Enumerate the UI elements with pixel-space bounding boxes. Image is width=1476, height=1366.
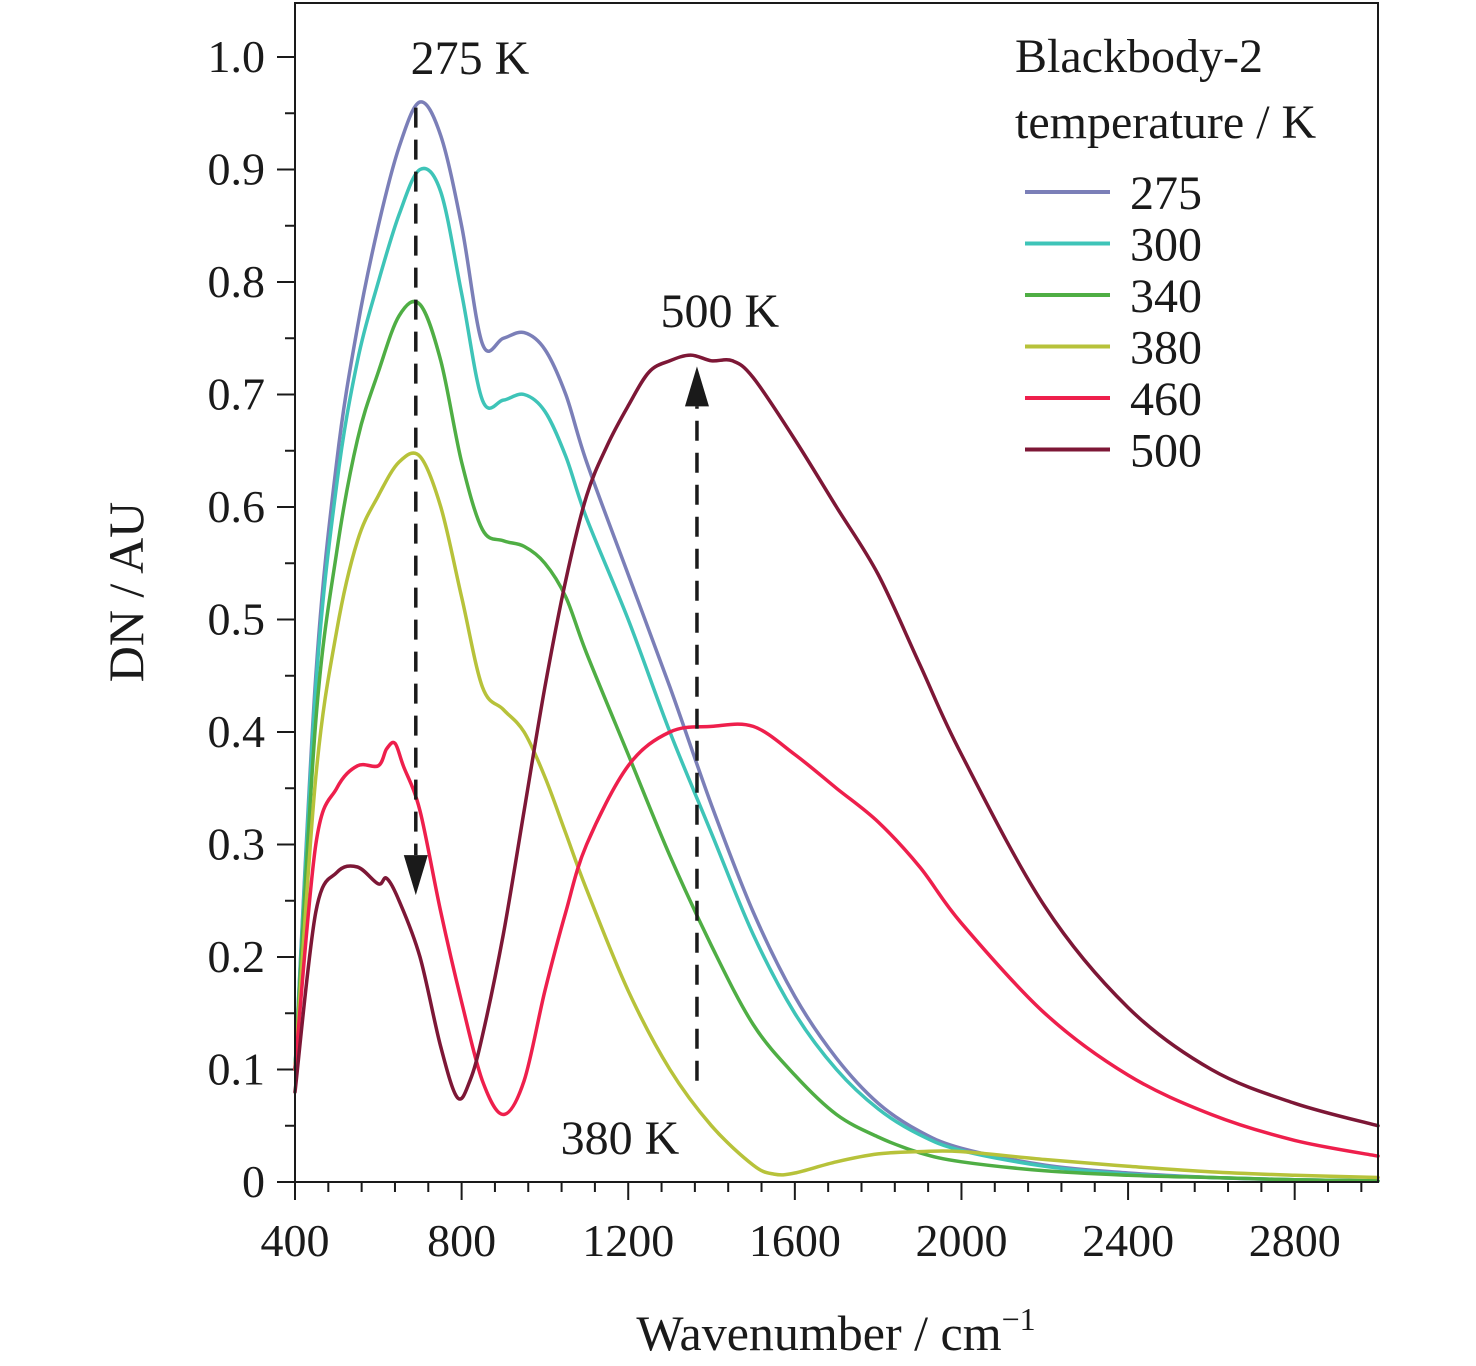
series-line-500 — [293, 353, 1380, 1128]
annotations: 275 K 500 K 380 K — [411, 32, 780, 1165]
legend-label-500: 500 — [1130, 425, 1202, 478]
series-line-460 — [293, 722, 1380, 1158]
y-tick-label: 0.7 — [208, 369, 266, 420]
x-axis-title-superscript: −1 — [1002, 1301, 1036, 1337]
x-axis-title-main: Wavenumber / cm — [636, 1305, 1001, 1361]
legend-label-460: 460 — [1130, 373, 1202, 426]
legend-label-380: 380 — [1130, 322, 1202, 375]
x-axis-title: Wavenumber / cm−1 — [636, 1301, 1035, 1361]
y-tick-label: 0.2 — [208, 931, 266, 982]
y-tick-label: 0 — [242, 1156, 265, 1207]
series-lines — [293, 100, 1380, 1183]
x-tick-label: 2800 — [1249, 1215, 1341, 1266]
arrow-head-up — [684, 366, 709, 407]
legend-title-line1: Blackbody-2 — [1015, 30, 1263, 83]
y-tick-label: 0.5 — [208, 594, 266, 645]
x-tick-label: 800 — [427, 1215, 496, 1266]
tick-labels: 0 0.1 0.2 0.3 0.4 0.5 0.6 0.7 0.8 0.9 1.0 400 800 120… — [208, 31, 1341, 1266]
y-tick-label: 0.6 — [208, 481, 266, 532]
axis-ticks — [277, 56, 1363, 1200]
arrow-head-down — [403, 855, 428, 896]
y-tick-label: 0.4 — [208, 706, 266, 757]
y-axis-title: DN / AU — [98, 502, 154, 683]
series-line-300 — [293, 166, 1380, 1183]
y-tick-label: 0.1 — [208, 1044, 266, 1095]
legend: Blackbody-2 temperature / K 275300340380… — [1015, 30, 1317, 478]
x-tick-label: 400 — [261, 1215, 330, 1266]
y-tick-label: 1.0 — [208, 31, 266, 82]
annotation-label: 380 K — [561, 1112, 680, 1165]
annotation-label: 500 K — [661, 285, 780, 338]
x-tick-label: 1600 — [749, 1215, 841, 1266]
annotation-arrows — [403, 107, 709, 1081]
y-tick-label: 0.8 — [208, 256, 266, 307]
series-line-340 — [293, 299, 1380, 1183]
legend-title-line2: temperature / K — [1015, 96, 1317, 149]
series-line-380 — [293, 451, 1380, 1180]
x-tick-label: 2400 — [1082, 1215, 1174, 1266]
x-tick-label: 1200 — [582, 1215, 674, 1266]
legend-label-340: 340 — [1130, 270, 1202, 323]
y-tick-label: 0.3 — [208, 819, 266, 870]
x-tick-label: 2000 — [915, 1215, 1007, 1266]
y-tick-label: 0.9 — [208, 144, 266, 195]
legend-label-300: 300 — [1130, 219, 1202, 272]
legend-label-275: 275 — [1130, 167, 1202, 220]
plot-frame — [294, 2, 1379, 1183]
annotation-label: 275 K — [411, 32, 530, 85]
